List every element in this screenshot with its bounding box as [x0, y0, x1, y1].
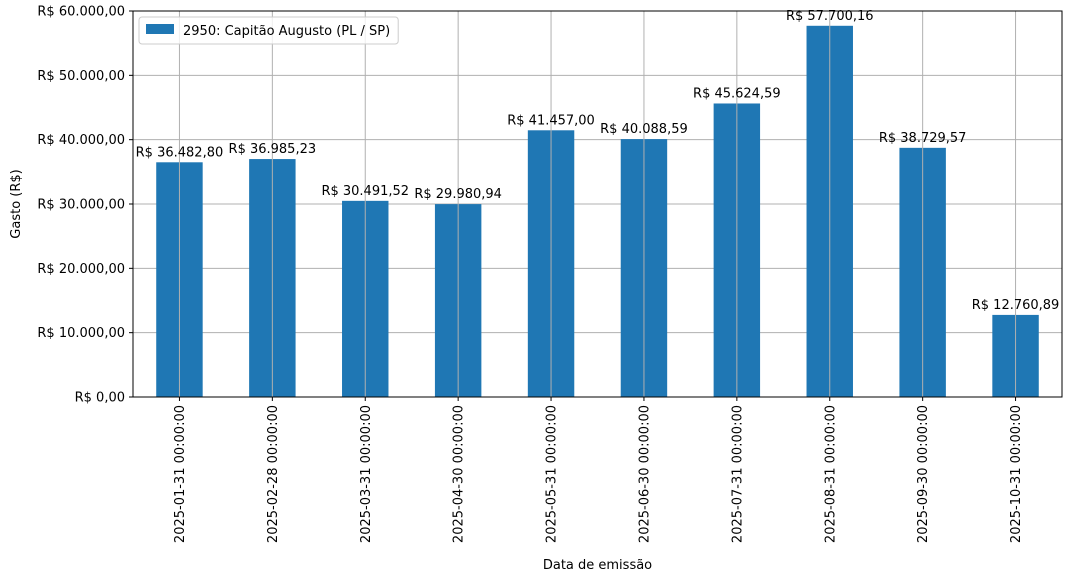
legend: 2950: Capitão Augusto (PL / SP) — [138, 16, 399, 45]
vertical-grid — [178, 11, 1017, 397]
x-tick-label: 2025-09-30 00:00:00 — [916, 405, 931, 543]
x-tick-label: 2025-04-30 00:00:00 — [452, 405, 467, 543]
x-tick-label: 2025-05-31 00:00:00 — [545, 405, 560, 543]
data-label: R$ 41.457,00 — [507, 113, 595, 128]
data-label: R$ 36.985,23 — [229, 142, 317, 157]
data-label: R$ 29.980,94 — [414, 187, 502, 202]
legend-box — [138, 16, 399, 45]
x-tick-label: 2025-10-31 00:00:00 — [1009, 405, 1024, 543]
y-axis: R$ 0,00 R$ 10.000,00 R$ 20.000,00 R$ 30.000… — [37, 5, 133, 406]
x-tick-label: 2025-03-31 00:00:00 — [359, 405, 374, 543]
x-tick-label: 2025-07-31 00:00:00 — [730, 405, 745, 543]
x-axis-label: Data de emissão — [543, 558, 652, 573]
y-tick-label: R$ 60.000,00 — [37, 5, 125, 20]
data-labels: R$ 36.482,80 R$ 36.985,23 R$ 30.491,52 R$ 2… — [136, 9, 1060, 313]
data-label: R$ 38.729,57 — [879, 131, 967, 146]
legend-label: 2950: Capitão Augusto (PL / SP) — [183, 24, 390, 39]
y-tick-label: R$ 20.000,00 — [37, 262, 125, 277]
data-label: R$ 12.760,89 — [972, 298, 1060, 313]
x-axis: 2025-01-31 00:00:00 2025-02-28 00:00:00 20… — [173, 397, 1024, 543]
y-tick-label: R$ 30.000,00 — [37, 198, 125, 213]
data-label: R$ 40.088,59 — [600, 122, 688, 137]
x-tick-label: 2025-06-30 00:00:00 — [637, 405, 652, 543]
y-tick-label: R$ 10.000,00 — [37, 326, 125, 341]
data-label: R$ 57.700,16 — [786, 9, 874, 24]
y-axis-label: Gasto (R$) — [9, 169, 24, 238]
x-tick-label: 2025-02-28 00:00:00 — [266, 405, 281, 543]
y-tick-label: R$ 0,00 — [75, 391, 125, 406]
y-tick-label: R$ 40.000,00 — [37, 133, 125, 148]
data-label: R$ 36.482,80 — [136, 145, 224, 160]
x-tick-label: 2025-01-31 00:00:00 — [173, 405, 188, 543]
bars — [156, 25, 1039, 398]
data-label: R$ 45.624,59 — [693, 86, 781, 101]
data-label: R$ 30.491,52 — [321, 184, 409, 199]
legend-swatch — [146, 24, 174, 34]
x-tick-label: 2025-08-31 00:00:00 — [823, 405, 838, 543]
y-tick-label: R$ 50.000,00 — [37, 69, 125, 84]
